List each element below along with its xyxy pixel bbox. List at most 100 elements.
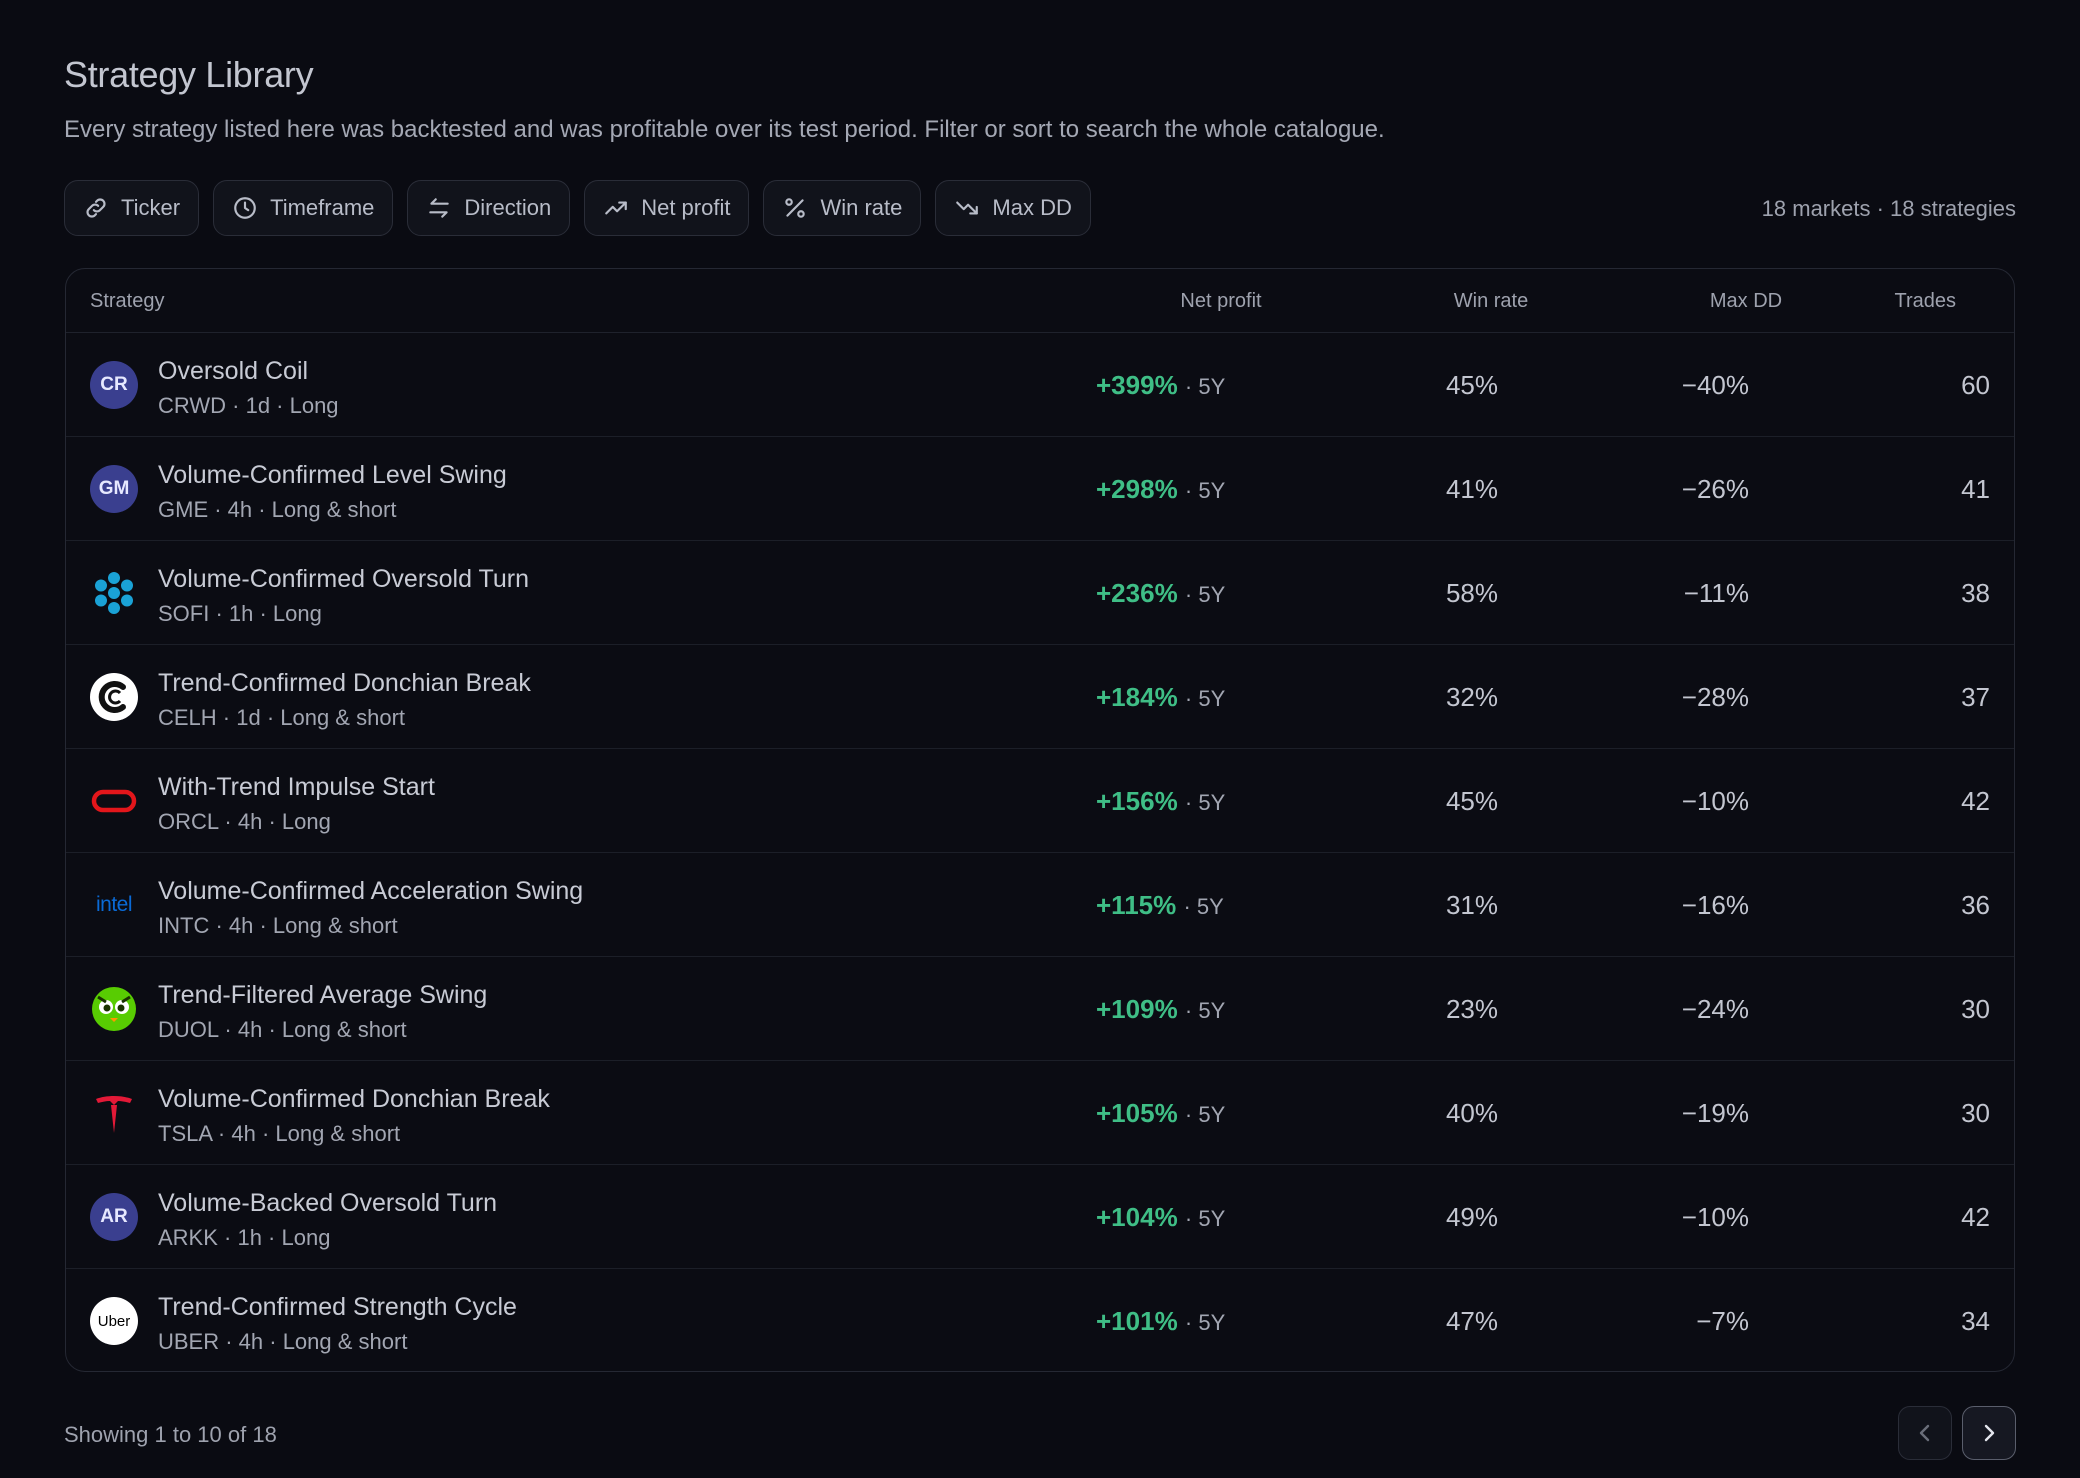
net-profit-value: +105% <box>1096 1098 1178 1128</box>
column-header-max-dd[interactable]: Max DD <box>1709 290 1783 312</box>
table-row[interactable]: Volume-Confirmed Oversold Turn SOFI · 1h… <box>66 541 2014 645</box>
column-header-strategy[interactable]: Strategy <box>90 290 165 312</box>
net-profit-value: +109% <box>1096 994 1178 1024</box>
ticker-logo-text: CR <box>100 374 128 395</box>
strategy-name[interactable]: Volume-Backed Oversold Turn <box>158 1189 498 1217</box>
table-row[interactable]: intel Volume-Confirmed Acceleration Swin… <box>66 853 2014 957</box>
strategy-meta: SOFI · 1h · Long <box>158 601 322 626</box>
table-row[interactable]: Trend-Confirmed Donchian Break CELH · 1d… <box>66 645 2014 749</box>
test-period: · 5Y <box>1184 1102 1226 1127</box>
trades-cell: 41 <box>1961 474 1990 504</box>
tsla-logo <box>90 1089 138 1137</box>
clock-icon <box>234 197 256 219</box>
page-subtitle: Every strategy listed here was backteste… <box>64 116 1385 143</box>
table-row[interactable]: CR Oversold Coil CRWD · 1d · Long +399% … <box>66 333 2014 437</box>
net-profit-cell: +298% · 5Y <box>1096 474 1225 505</box>
trades-cell: 42 <box>1961 786 1990 816</box>
next-page-button[interactable] <box>1962 1406 2016 1460</box>
filter-direction-label: Direction <box>464 195 552 220</box>
win-rate-cell: 45% <box>1445 786 1498 816</box>
ticker-logo-text: AR <box>100 1206 128 1227</box>
max-dd-cell: −40% <box>1681 370 1749 400</box>
strategy-name[interactable]: Volume-Confirmed Acceleration Swing <box>158 877 584 905</box>
filter-net-profit-label: Net profit <box>641 195 731 220</box>
strategy-name[interactable]: Trend-Filtered Average Swing <box>158 981 488 1009</box>
strategy-name[interactable]: Volume-Confirmed Level Swing <box>158 461 507 489</box>
page-title: Strategy Library <box>64 54 314 95</box>
table-row[interactable]: Volume-Confirmed Donchian Break TSLA · 4… <box>66 1061 2014 1165</box>
trades-cell: 34 <box>1961 1306 1990 1336</box>
win-rate-cell: 40% <box>1445 1098 1498 1128</box>
net-profit-value: +156% <box>1096 786 1178 816</box>
strategy-name[interactable]: Trend-Confirmed Donchian Break <box>158 669 531 697</box>
duol-logo <box>90 985 138 1033</box>
max-dd-cell: −7% <box>1696 1306 1749 1336</box>
strategy-meta: UBER · 4h · Long & short <box>158 1329 408 1354</box>
max-dd-cell: −24% <box>1681 994 1749 1024</box>
intel-logo: intel <box>90 881 138 929</box>
filter-win-rate-label: Win rate <box>820 195 903 220</box>
strategy-name[interactable]: Oversold Coil <box>158 357 309 385</box>
filter-ticker-button[interactable]: Ticker <box>64 180 200 236</box>
win-rate-cell: 47% <box>1445 1306 1498 1336</box>
table-header: Strategy Net profit Win rate Max DD Trad… <box>66 269 2014 333</box>
table-row[interactable]: Trend-Filtered Average Swing DUOL · 4h ·… <box>66 957 2014 1061</box>
strategy-name[interactable]: Trend-Confirmed Strength Cycle <box>158 1293 517 1321</box>
test-period: · 5Y <box>1184 1206 1226 1231</box>
celh-logo <box>90 673 138 721</box>
strategy-name[interactable]: Volume-Confirmed Donchian Break <box>158 1085 550 1113</box>
max-dd-cell: −10% <box>1681 1202 1749 1232</box>
sofi-logo <box>90 569 138 617</box>
table-row[interactable]: With-Trend Impulse Start ORCL · 4h · Lon… <box>66 749 2014 853</box>
filter-win-rate-button[interactable]: Win rate <box>763 180 922 236</box>
strategy-table: Strategy Net profit Win rate Max DD Trad… <box>65 268 2015 1372</box>
chevron-left-icon <box>1919 1424 1930 1442</box>
filter-timeframe-button[interactable]: Timeframe <box>213 180 394 236</box>
strategy-meta: GME · 4h · Long & short <box>158 497 397 522</box>
ticker-logo-text: intel <box>95 893 133 916</box>
column-header-net-profit[interactable]: Net profit <box>1180 290 1262 312</box>
filter-max-dd-button[interactable]: Max DD <box>935 180 1091 236</box>
strategy-meta: ARKK · 1h · Long <box>158 1225 331 1250</box>
strategy-name[interactable]: With-Trend Impulse Start <box>158 773 435 801</box>
trades-cell: 36 <box>1961 890 1990 920</box>
net-profit-cell: +156% · 5Y <box>1096 786 1225 817</box>
trades-cell: 38 <box>1961 578 1990 608</box>
prev-page-button[interactable] <box>1898 1406 1952 1460</box>
net-profit-cell: +101% · 5Y <box>1096 1306 1225 1337</box>
net-profit-cell: +399% · 5Y <box>1096 370 1225 401</box>
table-row[interactable]: Uber Trend-Confirmed Strength Cycle UBER… <box>66 1269 2014 1371</box>
net-profit-value: +115% <box>1096 890 1177 920</box>
strategy-meta: DUOL · 4h · Long & short <box>158 1017 407 1042</box>
orcl-logo <box>90 777 138 825</box>
pagination-controls <box>1898 1406 2016 1460</box>
test-period: · 5Y <box>1184 790 1226 815</box>
test-period: · 5Y <box>1184 374 1226 399</box>
max-dd-cell: −28% <box>1681 682 1749 712</box>
column-header-trades[interactable]: Trades <box>1894 290 1956 312</box>
net-profit-value: +104% <box>1096 1202 1178 1232</box>
table-row[interactable]: GM Volume-Confirmed Level Swing GME · 4h… <box>66 437 2014 541</box>
chevron-right-icon <box>1984 1424 1995 1442</box>
table-row[interactable]: AR Volume-Backed Oversold Turn ARKK · 1h… <box>66 1165 2014 1269</box>
filter-ticker-label: Ticker <box>121 195 181 220</box>
test-period: · 5Y <box>1184 582 1226 607</box>
ticker-logo: GM <box>90 465 138 513</box>
max-dd-cell: −16% <box>1681 890 1749 920</box>
filter-net-profit-button[interactable]: Net profit <box>584 180 750 236</box>
test-period: · 5Y <box>1183 894 1224 919</box>
trades-cell: 42 <box>1961 1202 1990 1232</box>
filter-max-dd-label: Max DD <box>992 195 1072 220</box>
net-profit-value: +399% <box>1096 370 1178 400</box>
test-period: · 5Y <box>1184 998 1226 1023</box>
max-dd-cell: −10% <box>1681 786 1749 816</box>
strategy-name[interactable]: Volume-Confirmed Oversold Turn <box>158 565 529 593</box>
test-period: · 5Y <box>1184 686 1226 711</box>
win-rate-cell: 58% <box>1445 578 1498 608</box>
test-period: · 5Y <box>1184 1310 1226 1335</box>
net-profit-cell: +115% · 5Y <box>1096 890 1224 921</box>
net-profit-cell: +109% · 5Y <box>1096 994 1225 1025</box>
filter-direction-button[interactable]: Direction <box>407 180 571 236</box>
column-header-win-rate[interactable]: Win rate <box>1453 290 1529 312</box>
net-profit-value: +298% <box>1096 474 1178 504</box>
